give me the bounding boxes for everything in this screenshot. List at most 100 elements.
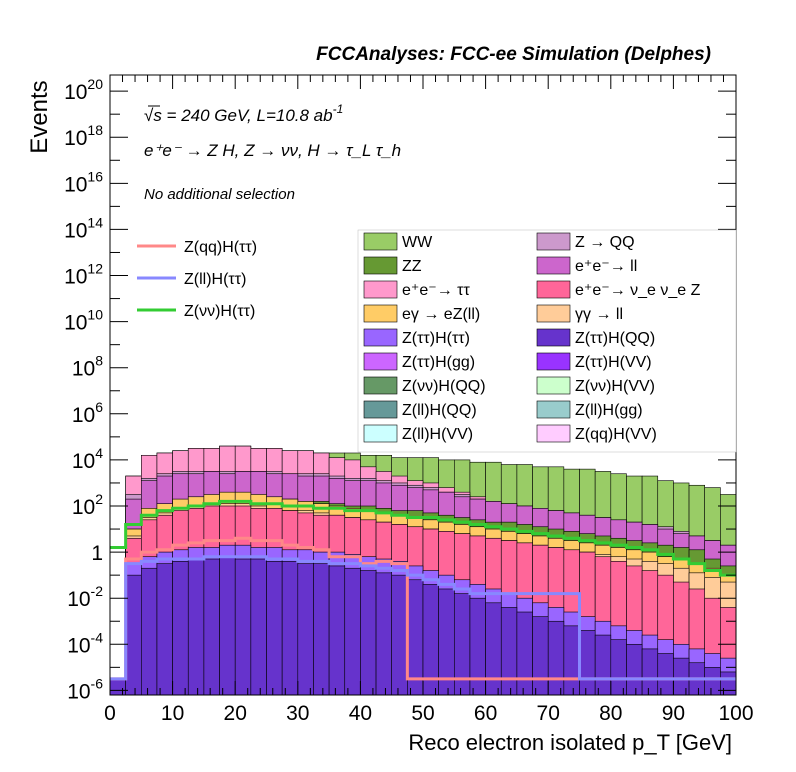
legend-fill-label: eγ → eZ(ll) [402, 306, 480, 323]
y-tick-label: 108 [72, 353, 103, 381]
x-tick-label: 0 [104, 702, 116, 725]
annotation-selection: No additional selection [144, 186, 295, 203]
legend-fill-swatch [536, 424, 571, 443]
plot-area: 0 10 20 30 40 50 60 70 80 90 100102010181016101410… [64, 74, 754, 725]
legend-fill-label: Z(ll)H(VV) [402, 426, 473, 443]
legend-fill-label: Z(ττ)H(VV) [575, 354, 652, 371]
x-tick-label: 90 [662, 702, 685, 725]
legend-line-label: Z(qq)H(ττ) [184, 239, 257, 256]
legend-fill-swatch [363, 424, 398, 443]
bar [594, 634, 612, 696]
bar [172, 561, 189, 696]
bar [281, 561, 299, 696]
bar [720, 671, 737, 696]
annotation-energy: √s = 240 GeV, L=10.8 ab-1 [144, 102, 343, 125]
bar [266, 561, 283, 696]
legend-fill-label: Z(ττ)H(gg) [402, 354, 475, 371]
bar [219, 556, 236, 696]
y-tick-label: 10-6 [67, 675, 103, 703]
bar [391, 574, 408, 696]
legend-fill-label: WW [402, 234, 433, 251]
y-tick-label: 1010 [64, 307, 103, 335]
x-axis-label: Reco electron isolated p_T [GeV] [408, 730, 732, 755]
legend-fill-label: Z(ll)H(QQ) [402, 402, 477, 419]
y-tick-label: 1016 [64, 168, 103, 196]
bar [516, 611, 533, 696]
y-tick-label: 1012 [64, 261, 103, 289]
bar [187, 558, 205, 696]
bar [125, 574, 142, 696]
bar [485, 602, 502, 696]
y-axis-label: Events [26, 80, 53, 153]
legend-fill-label: Z(ll)H(gg) [575, 402, 643, 419]
bar [203, 558, 220, 696]
y-tick-label: 1020 [64, 76, 103, 104]
y-tick-label: 1014 [64, 214, 103, 242]
y-tick-label: 106 [72, 399, 103, 427]
legend-fill-swatch [363, 232, 398, 251]
x-tick-label: 30 [286, 702, 309, 725]
bar [234, 558, 252, 696]
legend-line-label: Z(νν)H(ττ) [184, 303, 255, 320]
legend-fill-swatch [536, 328, 571, 347]
bar [579, 630, 596, 696]
bar [641, 648, 659, 696]
bar [156, 563, 173, 696]
legend-fill-swatch [363, 328, 398, 347]
legend-fill-label: e⁺e⁻→ ττ [402, 282, 470, 299]
bar [375, 572, 392, 696]
legend-fill-label: Z(νν)H(VV) [575, 378, 655, 395]
legend-backgrounds: WW Z → QQ ZZ e⁺e⁻→ ll e⁺e⁻→ ττ e⁺e⁻→ ν_e ν_e … [357, 229, 737, 453]
bar [141, 567, 158, 696]
legend-fill-swatch [536, 232, 571, 251]
legend-fill-swatch [536, 280, 571, 299]
bar [563, 625, 580, 696]
legend-fill-swatch [363, 376, 398, 395]
bar [500, 607, 518, 696]
signal-lines [110, 499, 736, 681]
legend-fill-swatch [363, 400, 398, 419]
legend-fill-swatch [536, 256, 571, 275]
legend-fill-swatch [363, 304, 398, 323]
bar [360, 570, 377, 696]
bar [328, 565, 346, 696]
legend-line-label: Z(ll)H(ττ) [184, 271, 246, 288]
legend-fill-swatch [363, 256, 398, 275]
bar [313, 563, 330, 696]
x-tick-label: 40 [349, 702, 372, 725]
x-tick-label: 60 [474, 702, 497, 725]
legend-fill-swatch [536, 376, 571, 395]
x-tick-label: 10 [161, 702, 184, 725]
annotation-process: e⁺e⁻ → Z H, Z → νν, H → τ_L τ_h [144, 141, 401, 160]
legend-fill-swatch [536, 400, 571, 419]
signal-line-2 [110, 499, 736, 577]
legend-fill-label: e⁺e⁻→ ν_e ν_e Z [575, 282, 701, 299]
x-tick-label: 80 [599, 702, 622, 725]
signal-line-1 [110, 555, 736, 681]
y-tick-label: 1 [91, 542, 103, 565]
annotation-block: √s = 240 GeV, L=10.8 ab-1 e⁺e⁻ → Z H, Z … [144, 102, 401, 203]
legend-fill-label: e⁺e⁻→ ll [575, 258, 637, 275]
bar [547, 620, 565, 696]
legend-fill-swatch [536, 352, 571, 371]
bar [469, 597, 486, 696]
bar [673, 657, 690, 696]
legend-fill-label: Z → QQ [575, 234, 635, 251]
legend-fill-label: ZZ [402, 258, 422, 275]
y-tick-label: 102 [72, 491, 103, 519]
x-tick-label: 70 [537, 702, 560, 725]
chart-title: FCCAnalyses: FCC-ee Simulation (Delphes) [316, 44, 711, 65]
stacked-histograms [109, 445, 737, 696]
bar [109, 678, 126, 696]
bar [610, 639, 627, 696]
legend-fill-label: Z(qq)H(VV) [575, 426, 657, 443]
legend-fill-label: Z(ττ)H(ττ) [402, 330, 470, 347]
legend-fill-swatch [363, 280, 398, 299]
legend-fill-label: Z(ττ)H(QQ) [575, 330, 655, 347]
legend-fill-swatch [536, 304, 571, 323]
bar [344, 567, 361, 696]
legend-fill-label: γγ → ll [575, 306, 623, 323]
bar [626, 643, 643, 696]
bar [297, 563, 314, 696]
